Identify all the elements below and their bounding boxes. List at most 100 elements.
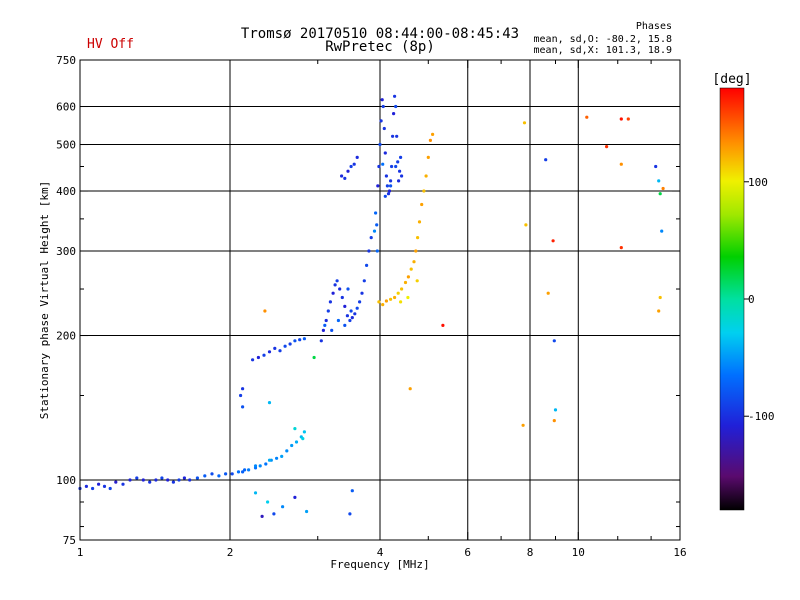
data-point [406,275,410,279]
data-point [166,478,170,482]
data-point [97,482,101,486]
data-point [390,164,394,169]
data-point [387,189,392,193]
data-point [380,98,384,102]
data-point [241,470,245,474]
data-point [114,480,118,484]
data-point [293,495,297,499]
data-point [393,94,397,98]
data-point [241,387,245,391]
data-point [321,328,325,332]
data-point [266,500,270,504]
data-point [171,480,175,484]
data-point [256,355,260,360]
data-point [392,112,396,116]
data-point [389,184,393,188]
data-point [551,239,555,243]
data-point [340,174,344,178]
grid-lines [80,60,680,540]
data-point [121,482,125,486]
data-point [355,155,359,159]
data-point [403,280,408,285]
data-point [251,358,255,362]
y-tick-label: 200 [56,330,76,343]
data-point [389,179,393,183]
data-point [383,194,387,198]
y-tick-label: 300 [56,245,76,258]
data-point [236,470,241,474]
data-point [400,287,404,291]
data-point [415,279,419,283]
y-tick-label: 500 [56,139,76,152]
data-point [260,514,264,519]
chart-title: Tromsø 20170510 08:44:00-08:45:43 [240,26,520,42]
data-point [290,443,294,448]
data-point [365,263,369,267]
data-point [275,456,279,460]
data-point [160,476,164,480]
data-point [412,260,416,264]
data-point [661,186,665,191]
data-point [349,309,353,313]
data-point [102,484,107,488]
data-point [399,300,403,304]
data-point [330,328,334,332]
data-point [281,505,285,509]
data-point [372,229,377,233]
data-point [280,454,284,458]
data-point [262,353,266,357]
phases-stats-x-mode: mean, sd,X: 101.3, 18.9 [533,45,672,56]
data-point [553,408,558,412]
data-point [552,419,556,423]
y-tick-label: 600 [56,101,76,114]
data-point [385,184,389,188]
x-tick-label: 8 [527,546,534,559]
data-point [263,309,267,313]
data-point [400,174,404,178]
data-point [381,162,385,166]
data-point [350,489,354,493]
data-point [397,179,401,183]
data-point [441,323,445,327]
data-point [626,117,630,121]
data-point [217,474,221,478]
data-point [91,486,95,491]
data-point [382,126,386,131]
colorbar-label: [deg] [712,72,751,87]
data-point [658,295,662,300]
data-point [346,287,350,291]
data-point [154,478,158,482]
data-point [128,478,132,482]
data-point [395,134,399,138]
data-point [358,300,362,304]
data-point [210,472,214,476]
data-point [343,323,347,327]
data-point [396,291,400,295]
data-point [253,464,258,468]
data-point [336,318,340,323]
data-point [398,169,402,173]
x-tick-label: 10 [572,546,585,559]
x-tick-label: 2 [227,546,234,559]
data-point [84,484,88,488]
y-tick-label: 750 [56,54,76,67]
data-point [660,229,664,233]
data-point [393,295,397,300]
data-point [378,142,382,147]
data-point [293,339,297,343]
data-point [377,164,381,169]
data-point [230,472,234,476]
data-point [177,478,181,482]
data-point [331,291,335,295]
data-point [312,355,316,360]
y-tick-label: 75 [63,534,76,547]
data-point [241,405,245,409]
x-tick-label: 1 [77,546,84,559]
data-point [326,309,330,313]
data-point [619,117,623,121]
x-axis-label: Frequency [MHz] [330,558,429,571]
data-point [389,297,393,301]
data-point [302,430,306,434]
data-point [428,138,432,142]
